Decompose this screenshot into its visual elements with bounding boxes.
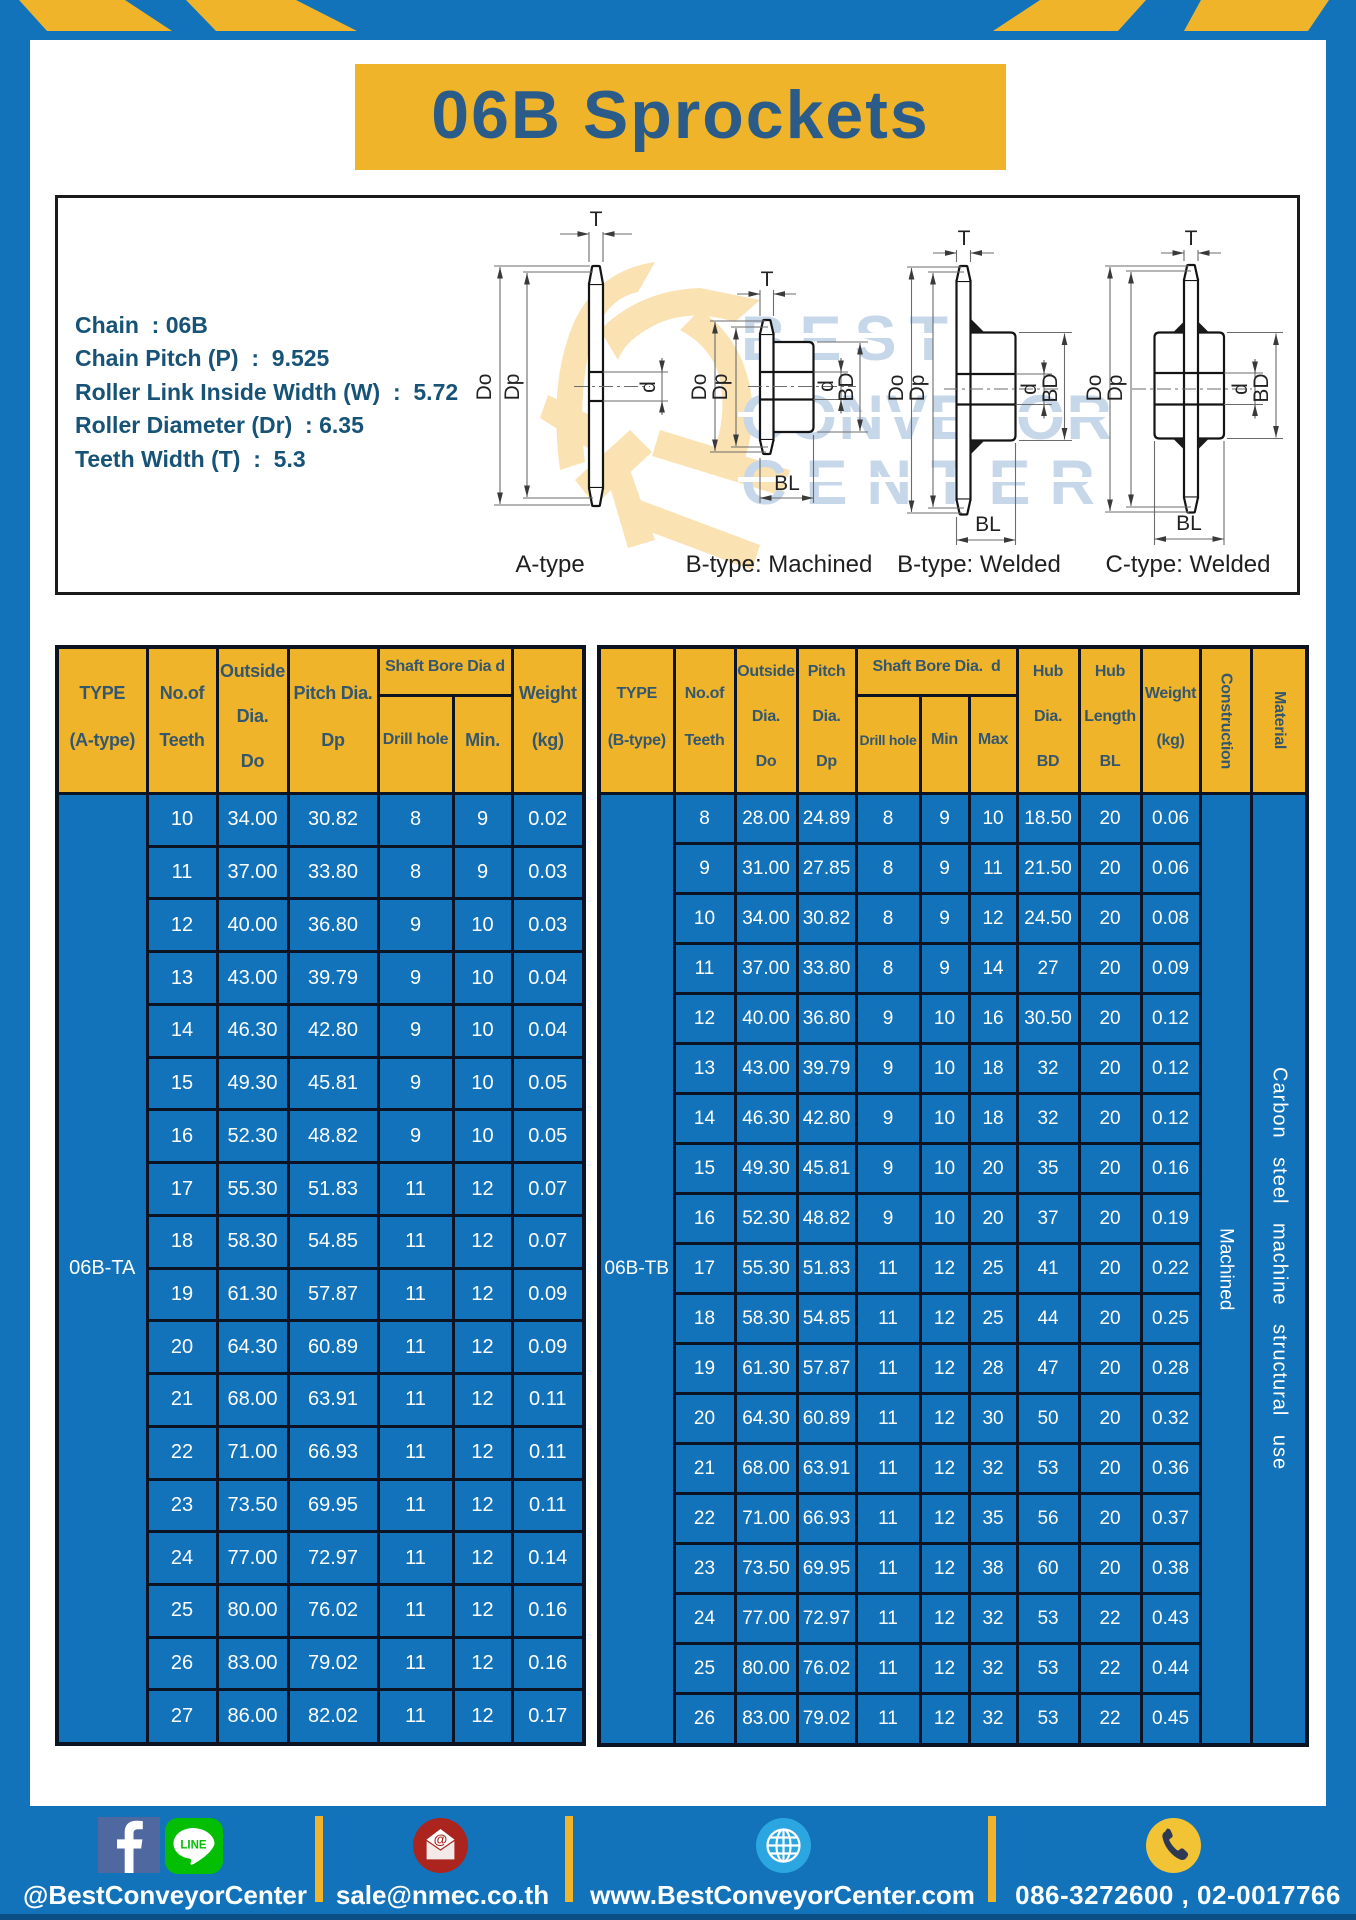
svg-text:BD: BD <box>1250 373 1273 402</box>
svg-text:T: T <box>1185 227 1198 250</box>
svg-text:Dp: Dp <box>1104 375 1127 402</box>
svg-text:C-type: Welded: C-type: Welded <box>1106 551 1271 578</box>
svg-text:LINE: LINE <box>180 1840 207 1852</box>
svg-text:BD: BD <box>1039 373 1062 402</box>
svg-text:B-type: Machined: B-type: Machined <box>686 551 873 578</box>
svg-text:BD: BD <box>835 372 858 401</box>
svg-text:T: T <box>761 268 774 291</box>
svg-text:@: @ <box>434 1831 448 1847</box>
svg-text:d: d <box>1229 383 1252 395</box>
svg-text:Dp: Dp <box>709 374 732 401</box>
svg-text:BL: BL <box>774 472 800 495</box>
svg-text:T: T <box>958 227 971 250</box>
svg-text:Dp: Dp <box>906 375 929 402</box>
svg-text:T: T <box>590 208 603 231</box>
svg-text:B-type: Welded: B-type: Welded <box>897 551 1061 578</box>
svg-text:d: d <box>815 380 838 392</box>
svg-text:Do: Do <box>885 375 908 402</box>
svg-text:A-type: A-type <box>515 551 584 578</box>
svg-text:d: d <box>637 381 660 393</box>
svg-text:Dp: Dp <box>501 374 524 401</box>
svg-text:d: d <box>1018 383 1041 395</box>
svg-text:BL: BL <box>1176 512 1202 535</box>
svg-text:Do: Do <box>688 374 711 401</box>
svg-text:Do: Do <box>1083 375 1106 402</box>
svg-text:BL: BL <box>975 513 1001 536</box>
svg-text:Do: Do <box>473 374 496 401</box>
svg-text:CENTER: CENTER <box>741 448 1114 518</box>
